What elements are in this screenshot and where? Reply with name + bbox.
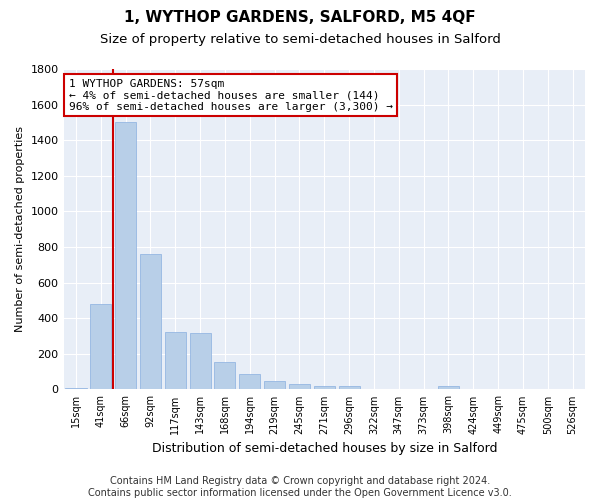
Bar	[314, 386, 335, 390]
Bar	[65, 388, 86, 390]
Text: 1 WYTHOP GARDENS: 57sqm
← 4% of semi-detached houses are smaller (144)
96% of se: 1 WYTHOP GARDENS: 57sqm ← 4% of semi-det…	[69, 78, 393, 112]
Bar	[190, 334, 211, 390]
X-axis label: Distribution of semi-detached houses by size in Salford: Distribution of semi-detached houses by …	[152, 442, 497, 455]
Bar	[214, 362, 235, 390]
Text: Size of property relative to semi-detached houses in Salford: Size of property relative to semi-detach…	[100, 32, 500, 46]
Text: Contains HM Land Registry data © Crown copyright and database right 2024.
Contai: Contains HM Land Registry data © Crown c…	[88, 476, 512, 498]
Text: 1, WYTHOP GARDENS, SALFORD, M5 4QF: 1, WYTHOP GARDENS, SALFORD, M5 4QF	[124, 10, 476, 25]
Bar	[115, 122, 136, 390]
Bar	[264, 381, 285, 390]
Y-axis label: Number of semi-detached properties: Number of semi-detached properties	[15, 126, 25, 332]
Bar	[239, 374, 260, 390]
Bar	[289, 384, 310, 390]
Bar	[338, 386, 359, 390]
Bar	[438, 386, 459, 390]
Bar	[165, 332, 186, 390]
Bar	[140, 254, 161, 390]
Bar	[90, 304, 112, 390]
